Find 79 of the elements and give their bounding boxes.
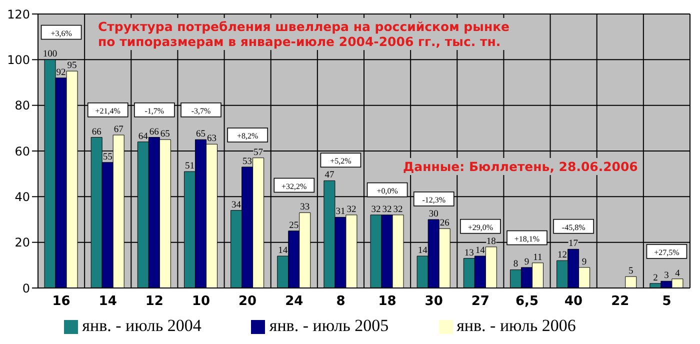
data-label: 8 xyxy=(513,260,518,270)
data-label: 26 xyxy=(440,218,450,229)
x-tick-label: 22 xyxy=(611,294,630,310)
annotation: +21,4% xyxy=(95,106,121,116)
annotation: +8,2% xyxy=(236,132,258,141)
data-label: 11 xyxy=(533,252,543,263)
x-tick-label: 20 xyxy=(238,294,257,310)
data-label: 31 xyxy=(336,207,346,218)
data-label: 63 xyxy=(206,134,217,144)
data-label: 12 xyxy=(558,250,568,261)
x-tick-label: 40 xyxy=(564,294,583,310)
data-label: 14 xyxy=(475,246,486,256)
data-label: 18 xyxy=(486,236,496,247)
x-tick-label: 8 xyxy=(336,294,346,310)
data-label: 34 xyxy=(232,200,242,210)
text: Структура потребления швеллера на российском рынке по типоразмерам в январе-июле 2004-2006 гг., тыс. тн. xyxy=(95,18,513,50)
legend-label: янв. - июль 2006 xyxy=(456,316,576,335)
legend-label: янв. - июль 2004 xyxy=(82,316,202,335)
y-tick-label: 100 xyxy=(7,52,30,67)
x-tick-label: 6,5 xyxy=(515,294,539,310)
annotation: -1,7% xyxy=(144,106,164,116)
y-tick-label: 0 xyxy=(22,281,30,296)
data-label: 92 xyxy=(56,68,66,78)
data-label: 14 xyxy=(418,246,428,256)
data-label: 51 xyxy=(184,162,195,172)
data-label: 64 xyxy=(138,132,148,142)
y-tick-label: 60 xyxy=(14,144,30,158)
data-label: 66 xyxy=(149,127,160,138)
x-tick-label: 10 xyxy=(192,294,210,310)
data-label: 32 xyxy=(371,204,382,215)
x-tick-label: 30 xyxy=(424,294,443,310)
annotation: +27,5% xyxy=(654,248,680,257)
data-label: 13 xyxy=(464,248,474,258)
data-label: 33 xyxy=(300,202,310,213)
y-tick-label: 20 xyxy=(14,236,30,250)
annotation: +18,1% xyxy=(514,234,540,244)
data-label: 57 xyxy=(254,148,264,158)
data-label: 100 xyxy=(42,50,58,60)
data-label: 55 xyxy=(102,152,113,162)
annotation: +5,2% xyxy=(330,156,352,166)
data-label: 65 xyxy=(196,130,206,140)
data-label: 53 xyxy=(242,156,252,167)
data-label: 3 xyxy=(664,271,670,282)
data-label: 9 xyxy=(582,257,587,268)
data-label: 32 xyxy=(393,204,404,215)
x-tick-label: 5 xyxy=(662,294,672,310)
data-label: 66 xyxy=(92,127,102,138)
data-label: 30 xyxy=(428,210,439,220)
y-tick-label: 40 xyxy=(14,190,30,204)
annotation: -12,3% xyxy=(422,195,446,204)
x-tick-label: 24 xyxy=(285,294,304,310)
data-label: 32 xyxy=(346,204,356,215)
x-tick-label: 16 xyxy=(52,294,70,310)
annotation: -45,8% xyxy=(562,222,586,232)
data-label: 47 xyxy=(324,170,334,181)
x-tick-label: 27 xyxy=(471,294,490,310)
data-label: 9 xyxy=(524,257,530,268)
annotation: +32,2% xyxy=(282,182,308,191)
data-label: 14 xyxy=(278,246,288,256)
data-label: 65 xyxy=(160,130,170,140)
x-tick-label: 18 xyxy=(378,294,396,310)
data-label: 95 xyxy=(67,61,78,72)
annotation: +0,0% xyxy=(376,186,398,196)
data-label: 67 xyxy=(114,125,124,136)
data-label: 25 xyxy=(289,220,299,231)
annotation: +29,0% xyxy=(468,222,494,232)
x-tick-label: 14 xyxy=(98,294,117,310)
y-tick-label: 120 xyxy=(7,7,30,22)
data-label: 2 xyxy=(653,273,658,284)
y-tick-label: 80 xyxy=(14,98,30,113)
annotation: -3,7% xyxy=(191,106,211,116)
x-tick-label: 12 xyxy=(145,294,164,310)
annotation: Данные: Бюллетень, 28.06.2006 xyxy=(400,158,641,175)
data-label: 17 xyxy=(568,239,578,250)
data-label: 5 xyxy=(628,266,634,277)
data-label: 4 xyxy=(675,268,680,279)
legend-label: янв. - июль 2005 xyxy=(269,316,389,335)
annotation: +3,6% xyxy=(50,28,72,38)
data-label: 32 xyxy=(382,204,392,215)
